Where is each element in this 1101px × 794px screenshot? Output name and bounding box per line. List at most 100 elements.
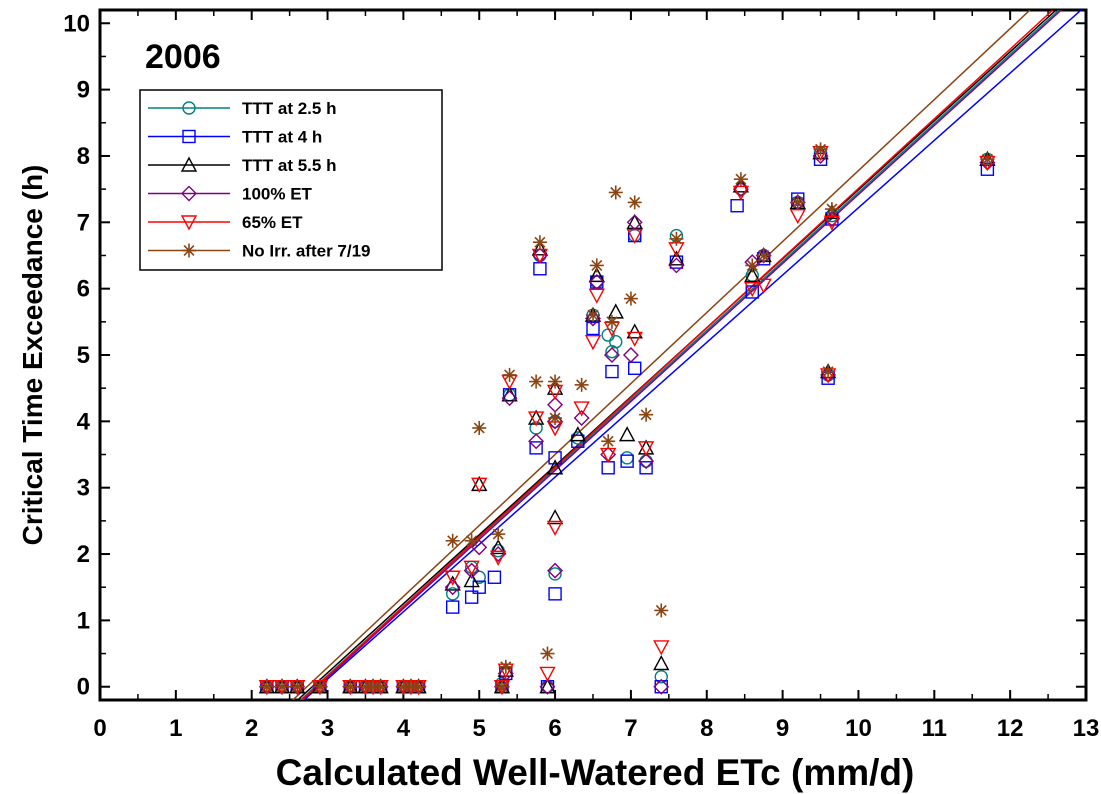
asterisk-stroke bbox=[504, 369, 516, 381]
asterisk-stroke bbox=[530, 376, 542, 388]
data-point-series-2 bbox=[620, 454, 634, 468]
data-point-series-4 bbox=[600, 446, 617, 463]
asterisk-stroke bbox=[276, 681, 288, 693]
x-tick-label: 5 bbox=[473, 715, 486, 742]
legend-label: TTT at 4 h bbox=[242, 128, 322, 147]
asterisk-stroke bbox=[746, 259, 758, 271]
asterisk-stroke bbox=[981, 153, 993, 165]
data-point-series-6 bbox=[669, 231, 684, 246]
asterisk-stroke bbox=[261, 681, 273, 693]
fit-line-series-6 bbox=[292, 10, 1031, 700]
data-point-series-5 bbox=[732, 185, 750, 201]
asterisk-stroke bbox=[670, 233, 682, 245]
y-axis-tick-labels: 0 1 2 3 4 5 6 7 8 9 10 bbox=[63, 10, 90, 700]
data-point-series-6 bbox=[464, 533, 479, 548]
data-point-series-6 bbox=[532, 235, 547, 250]
data-point-series-6 bbox=[608, 185, 623, 200]
data-point-series-5 bbox=[444, 570, 461, 586]
asterisk-stroke bbox=[591, 259, 603, 271]
data-point-series-4 bbox=[471, 539, 488, 556]
data-point-series-6 bbox=[589, 258, 604, 273]
legend-label: No Irr. after 7/19 bbox=[242, 242, 371, 261]
y-tick-label: 0 bbox=[77, 674, 90, 701]
data-point-series-5 bbox=[527, 411, 545, 427]
asterisk-stroke bbox=[602, 435, 614, 447]
data-point-series-5 bbox=[584, 335, 602, 351]
data-point-series-6 bbox=[639, 407, 654, 422]
data-point-series-6 bbox=[821, 364, 836, 379]
data-point-series-1 bbox=[548, 567, 562, 581]
legend-marker bbox=[181, 185, 197, 202]
data-point-series-6 bbox=[733, 172, 748, 187]
x-tick-label: 8 bbox=[700, 715, 713, 742]
legend-label: TTT at 5.5 h bbox=[242, 156, 336, 175]
data-point-series-6 bbox=[627, 195, 642, 210]
data-point-series-4 bbox=[547, 562, 564, 579]
legend-label: 100% ET bbox=[242, 185, 313, 204]
asterisk-stroke bbox=[587, 309, 599, 321]
asterisk-stroke bbox=[183, 244, 195, 257]
asterisk-stroke bbox=[792, 196, 804, 208]
y-tick-label: 6 bbox=[77, 276, 90, 303]
data-point-series-6 bbox=[654, 603, 669, 618]
asterisk-stroke bbox=[549, 412, 561, 424]
data-point-series-6 bbox=[445, 533, 460, 548]
data-point-series-5 bbox=[823, 215, 841, 231]
data-point-series-5 bbox=[637, 441, 655, 457]
x-axis-tick-labels: 0 1 2 3 4 5 6 7 8 9 10 11 12 13 bbox=[93, 715, 1099, 742]
asterisk-stroke bbox=[815, 143, 827, 155]
data-point-series-2 bbox=[586, 321, 600, 336]
data-point-series-5 bbox=[789, 208, 806, 225]
data-point-series-3 bbox=[546, 509, 564, 525]
axis-ticks bbox=[99, 10, 1087, 700]
x-tick-label: 12 bbox=[997, 715, 1024, 742]
asterisk-stroke bbox=[610, 186, 622, 198]
data-point-series-6 bbox=[824, 202, 839, 217]
x-tick-label: 0 bbox=[93, 715, 106, 742]
data-point-series-3 bbox=[471, 475, 488, 492]
data-point-series-6 bbox=[586, 308, 600, 323]
y-axis-title: Critical Time Exceedance (h) bbox=[17, 165, 48, 546]
asterisk-stroke bbox=[314, 681, 326, 693]
legend-marker bbox=[180, 156, 198, 172]
asterisk-stroke bbox=[291, 681, 303, 693]
data-point-series-6 bbox=[502, 367, 517, 382]
data-point-series-6 bbox=[790, 195, 805, 210]
data-point-series-2 bbox=[548, 587, 562, 601]
y-tick-label: 10 bbox=[63, 10, 90, 37]
data-point-series-4 bbox=[547, 413, 564, 430]
data-point-series-3 bbox=[668, 250, 685, 266]
data-point-series-2 bbox=[464, 590, 479, 604]
y-tick-label: 7 bbox=[77, 209, 90, 236]
data-point-series-6 bbox=[259, 679, 274, 694]
data-point-series-2 bbox=[654, 680, 668, 694]
data-point-series-2 bbox=[529, 441, 543, 455]
data-point-series-2 bbox=[605, 364, 619, 379]
data-point-series-3 bbox=[539, 678, 556, 694]
data-point-series-3 bbox=[637, 439, 655, 455]
x-tick-label: 6 bbox=[548, 715, 561, 742]
x-tick-label: 13 bbox=[1073, 715, 1100, 742]
data-point-series-4 bbox=[528, 433, 545, 450]
data-point-series-6 bbox=[312, 679, 327, 694]
data-point-series-6 bbox=[373, 679, 388, 694]
asterisk-stroke bbox=[576, 379, 588, 391]
data-point-series-6 bbox=[813, 142, 828, 157]
data-point-series-4 bbox=[539, 678, 556, 695]
data-point-series-2 bbox=[639, 461, 653, 475]
data-point-series-3 bbox=[546, 379, 564, 395]
asterisk-stroke bbox=[606, 316, 618, 328]
x-tick-label: 4 bbox=[397, 715, 411, 742]
x-axis-title: Calculated Well-Watered ETc (mm/d) bbox=[276, 752, 915, 793]
data-point-series-6 bbox=[498, 659, 513, 674]
y-tick-label: 8 bbox=[77, 143, 90, 170]
data-point-series-4 bbox=[585, 310, 601, 327]
y-tick-label: 3 bbox=[77, 475, 90, 502]
data-point-series-6 bbox=[343, 679, 358, 694]
asterisk-stroke bbox=[492, 528, 504, 540]
data-point-series-5 bbox=[546, 520, 564, 536]
data-point-series-4 bbox=[501, 390, 518, 407]
data-point-series-3 bbox=[626, 323, 643, 339]
data-point-series-1 bbox=[654, 670, 668, 684]
data-point-series-6 bbox=[411, 679, 426, 694]
